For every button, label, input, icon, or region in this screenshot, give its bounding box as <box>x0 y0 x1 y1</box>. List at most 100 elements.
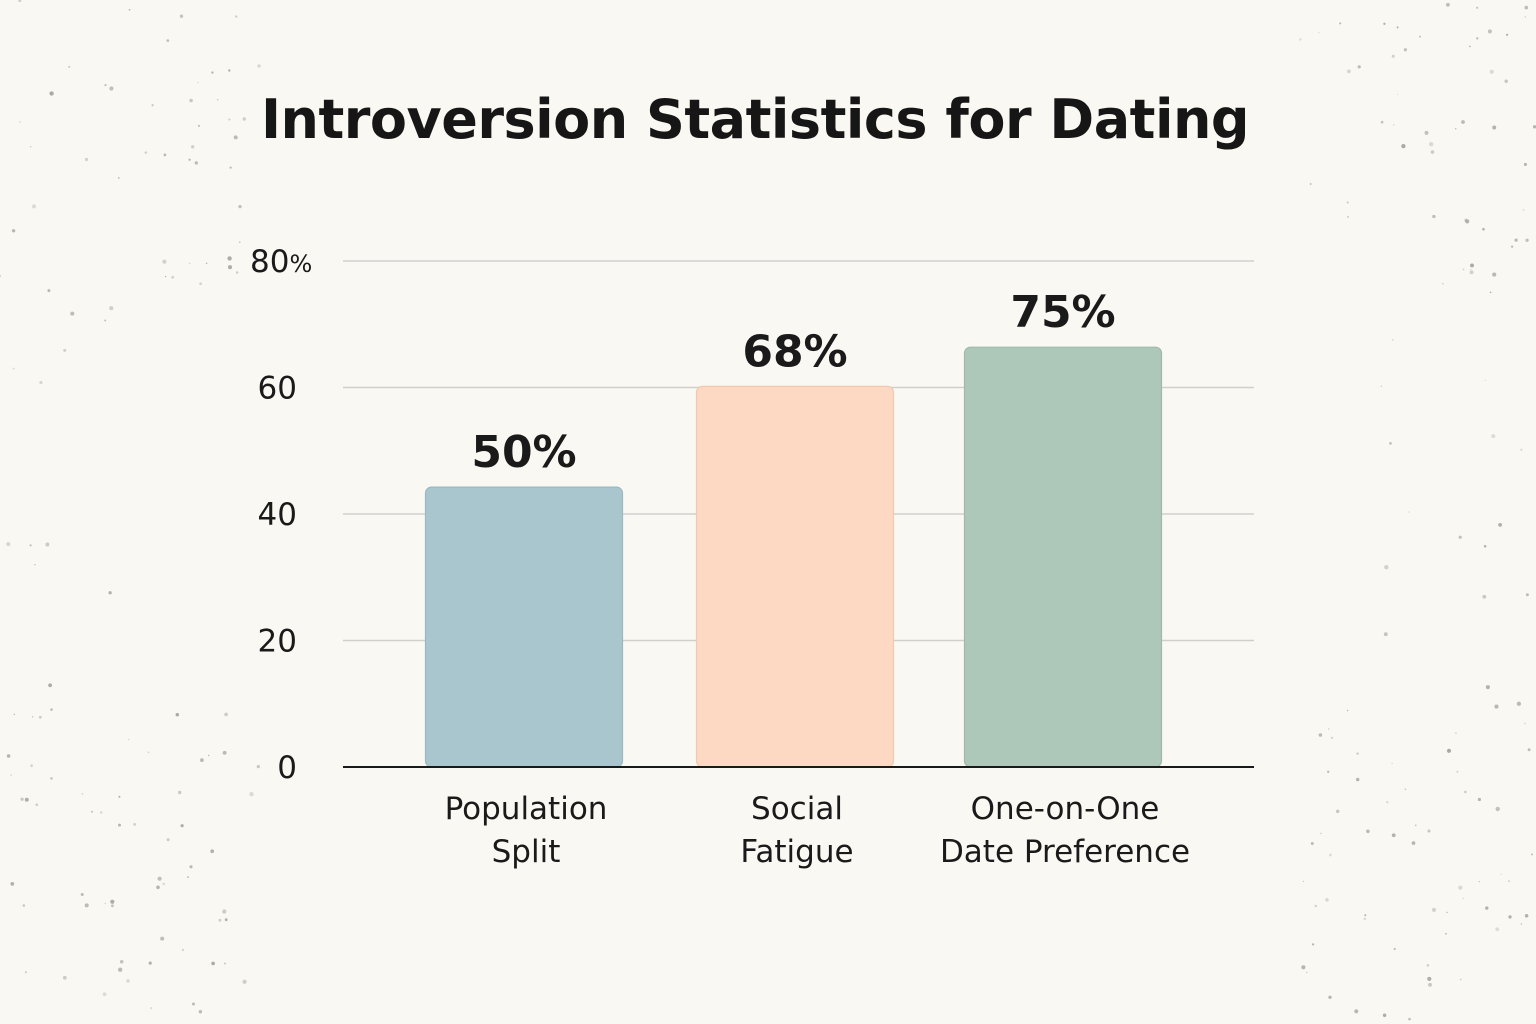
speckle-dot <box>38 715 42 719</box>
speckle-dot <box>104 319 107 322</box>
speckle-dot <box>1325 898 1329 902</box>
speckle-dot <box>1393 947 1396 951</box>
bar-1 <box>424 486 624 768</box>
speckle-dot <box>1454 128 1457 130</box>
speckle-dot <box>10 774 13 777</box>
speckle-dot <box>227 256 232 261</box>
speckle-dot <box>1485 906 1489 910</box>
speckle-dot <box>157 876 162 881</box>
speckle-dot <box>224 918 228 922</box>
speckle-dot <box>189 98 193 103</box>
speckle-dot <box>1432 214 1436 219</box>
speckle-dot <box>1485 685 1490 690</box>
category-label-3-line-2: Date Preference <box>940 834 1190 870</box>
speckle-dot <box>1470 268 1472 271</box>
speckle-dot <box>238 204 242 209</box>
speckle-dot <box>118 795 121 798</box>
speckle-dot <box>228 118 231 121</box>
y-tick-label-60: 60 <box>258 371 297 407</box>
speckle-dot <box>1305 971 1308 974</box>
speckle-dot <box>84 903 89 908</box>
speckle-dot <box>1346 709 1349 712</box>
speckle-dot <box>198 1009 203 1014</box>
speckle-dot <box>211 71 214 74</box>
speckle-dot <box>1354 1009 1359 1014</box>
speckle-dot <box>1506 33 1509 36</box>
speckle-dot <box>1384 565 1389 570</box>
speckle-dot <box>166 838 170 842</box>
speckle-dot <box>1380 120 1384 124</box>
speckle-dot <box>117 177 120 179</box>
speckle-dot <box>1484 379 1487 382</box>
speckle-dot <box>1532 125 1536 129</box>
speckle-dot <box>20 797 24 801</box>
speckle-dot <box>109 306 114 311</box>
bar-2 <box>695 385 895 768</box>
speckle-dot <box>110 904 114 908</box>
speckle-dot <box>18 0 22 3</box>
speckle-dot <box>162 882 166 886</box>
speckle-dot <box>50 708 53 711</box>
chart-title: Introversion Statistics for Dating <box>260 88 1250 151</box>
speckle-dot <box>68 65 71 68</box>
speckle-dot <box>227 265 233 270</box>
speckle-dot <box>1424 130 1429 135</box>
speckle-dot <box>1458 535 1462 539</box>
speckle-dot <box>1364 914 1367 917</box>
speckle-dot <box>70 311 75 316</box>
speckle-dot <box>1458 885 1463 890</box>
speckle-dot <box>62 975 67 980</box>
speckle-dot <box>1414 824 1417 827</box>
speckle-dot <box>47 289 51 293</box>
speckle-dot <box>1411 841 1416 845</box>
speckle-dot <box>1455 732 1457 734</box>
speckle-dot <box>1522 209 1525 211</box>
category-label-2-line-2: Fatigue <box>740 834 853 870</box>
speckle-dot <box>1524 16 1527 18</box>
speckle-dot <box>1523 162 1527 166</box>
speckle-dot <box>1302 880 1304 883</box>
speckle-dot <box>109 86 114 91</box>
speckle-dot <box>50 777 53 780</box>
speckle-dot <box>1446 2 1450 7</box>
category-label-1-line-2: Split <box>492 834 561 870</box>
speckle-dot <box>1430 150 1435 154</box>
y-tick-label-40: 40 <box>258 497 297 533</box>
speckle-dot <box>1396 93 1399 95</box>
y-tick-label-0: 0 <box>277 750 297 786</box>
speckle-dot <box>229 166 232 169</box>
speckle-dot <box>175 712 180 717</box>
speckle-dot <box>1482 227 1485 231</box>
speckle-dot <box>194 161 198 165</box>
category-label-1-line-1: Population <box>445 791 608 827</box>
speckle-dot <box>197 124 200 127</box>
speckle-dot <box>200 758 204 762</box>
speckle-dot <box>1527 748 1531 752</box>
category-label-3-line-1: One-on-One <box>971 791 1160 827</box>
speckle-dot <box>199 282 202 286</box>
speckle-dot <box>208 754 210 757</box>
speckle-dot <box>1476 37 1479 40</box>
bar-3 <box>963 346 1163 768</box>
speckle-dot <box>30 146 32 148</box>
speckle-dot <box>1391 833 1396 838</box>
speckle-dot <box>10 882 15 886</box>
speckle-dot <box>177 790 182 795</box>
speckle-dot <box>1428 982 1432 987</box>
speckle-dot <box>80 892 84 897</box>
speckle-dot <box>1495 927 1500 932</box>
speckle-dot <box>156 885 160 890</box>
speckle-dot <box>1427 976 1432 981</box>
speckle-dot <box>1396 26 1399 29</box>
speckle-dot <box>1498 523 1502 527</box>
speckle-dot <box>256 764 260 769</box>
speckle-dot <box>1311 943 1315 946</box>
y-tick-label-20: 20 <box>258 624 297 660</box>
speckle-dot <box>1516 701 1522 706</box>
speckle-dot <box>228 69 231 72</box>
speckle-dot <box>151 104 154 107</box>
speckle-dot <box>30 764 33 767</box>
speckle-dot <box>35 803 39 807</box>
